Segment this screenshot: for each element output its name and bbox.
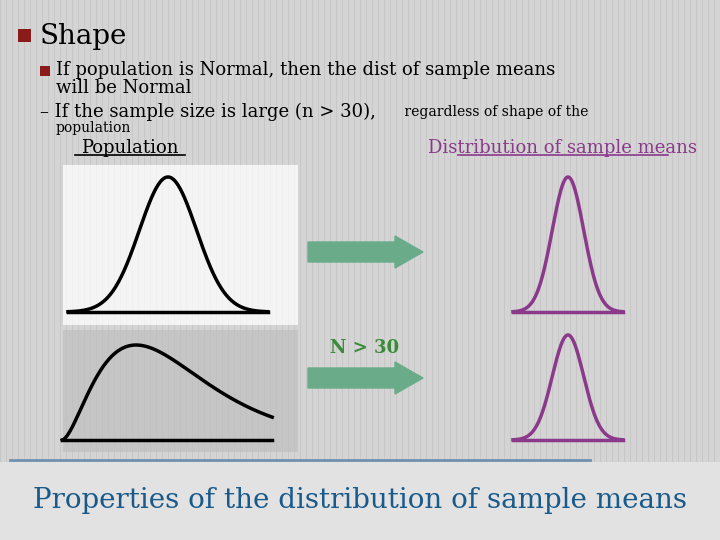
Bar — [0, 462, 720, 540]
Text: regardless of shape of the: regardless of shape of the — [400, 105, 588, 119]
Text: will be Normal: will be Normal — [56, 79, 192, 97]
Text: Properties of the distribution of sample means: Properties of the distribution of sample… — [33, 488, 687, 515]
Text: – If the sample size is large (n > 30),: – If the sample size is large (n > 30), — [40, 103, 376, 121]
Text: N > 30: N > 30 — [330, 339, 400, 357]
Bar — [63, 330, 298, 452]
Text: Population: Population — [81, 139, 179, 157]
Bar — [40, 66, 50, 76]
Bar — [18, 29, 31, 42]
Text: population: population — [56, 121, 131, 135]
Text: Distribution of sample means: Distribution of sample means — [428, 139, 698, 157]
Bar — [63, 165, 298, 325]
FancyArrow shape — [308, 362, 423, 394]
Text: If population is Normal, then the dist of sample means: If population is Normal, then the dist o… — [56, 61, 555, 79]
FancyArrow shape — [308, 236, 423, 268]
Text: Shape: Shape — [40, 23, 127, 50]
